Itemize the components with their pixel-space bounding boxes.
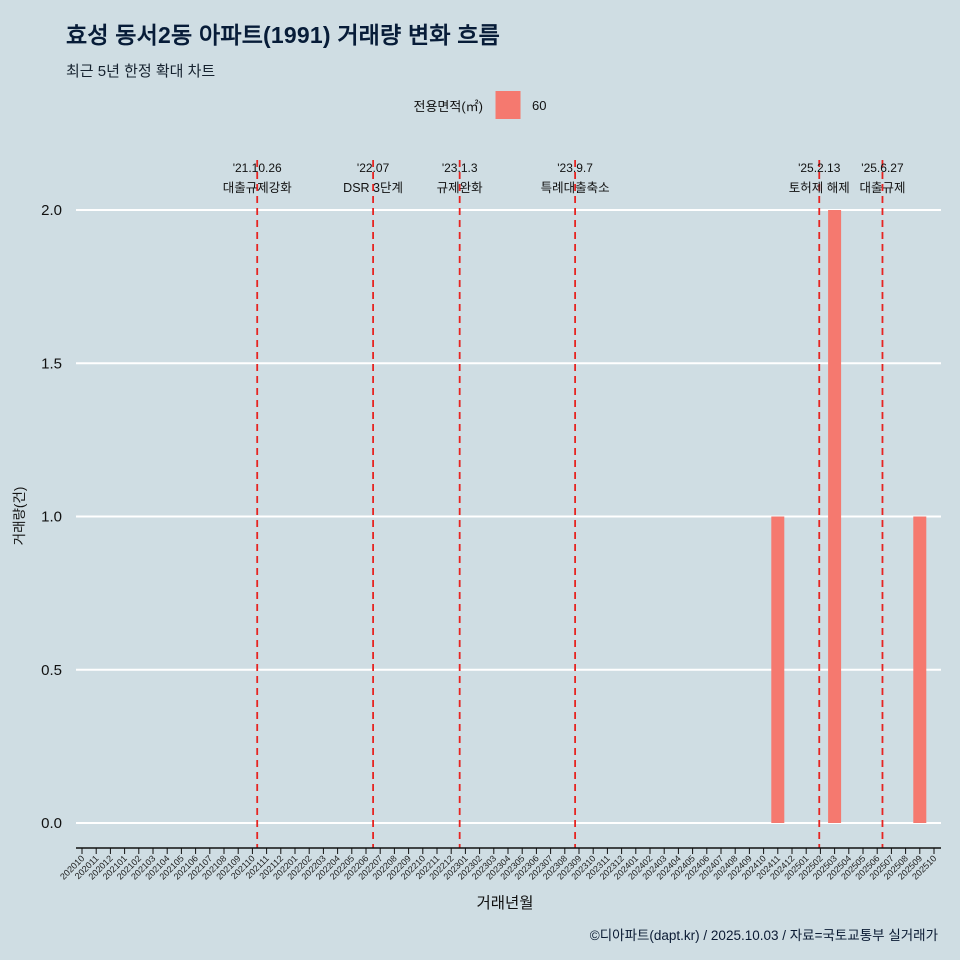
y-tick-label: 0.0 [41, 815, 62, 832]
y-tick-label: 1.0 [41, 509, 62, 526]
legend-swatch-icon [495, 91, 521, 119]
annotation-date: '21.10.26 [233, 161, 282, 175]
y-axis-title: 거래량(건) [12, 487, 27, 546]
y-tick-label: 2.0 [41, 202, 62, 219]
page-title: 효성 동서2동 아파트(1991) 거래량 변화 흐름 [66, 22, 501, 48]
annotation-date: '23.9.7 [557, 161, 593, 175]
legend: 전용면적(㎡) 60 [413, 90, 547, 120]
x-axis-title: 거래년월 [476, 894, 533, 912]
annotation-date: '22.07 [357, 161, 390, 175]
annotation-date: '25.2.13 [798, 161, 841, 175]
annotation-date: '23.1.3 [442, 161, 478, 175]
annotation-label: 규제완화 [437, 181, 484, 195]
annotation-label: 대출규제 [859, 181, 905, 195]
legend-label: 전용면적(㎡) [413, 98, 484, 114]
bar-202503 [828, 210, 842, 823]
annotation-date: '25.6.27 [861, 161, 904, 175]
annotation-label: 대출규제강화 [223, 181, 293, 195]
chart-header: 효성 동서2동 아파트(1991) 거래량 변화 흐름 최근 5년 한정 확대 … [66, 16, 500, 81]
footer-credit: ©디아파트(dapt.kr) / 2025.10.03 / 자료=국토교통부 실… [589, 928, 938, 943]
annotation-label: 특례대출축소 [541, 181, 610, 195]
annotation-label: 토허제 해제 [789, 181, 850, 195]
page-subtitle: 최근 5년 한정 확대 차트 [66, 63, 216, 80]
annotation-label: DSR 3단계 [343, 181, 403, 195]
bar-202411 [771, 516, 785, 823]
y-tick-label: 1.5 [41, 355, 62, 372]
bar-202509 [913, 516, 927, 823]
y-tick-label: 0.5 [41, 662, 62, 679]
legend-value: 60 [532, 97, 547, 113]
